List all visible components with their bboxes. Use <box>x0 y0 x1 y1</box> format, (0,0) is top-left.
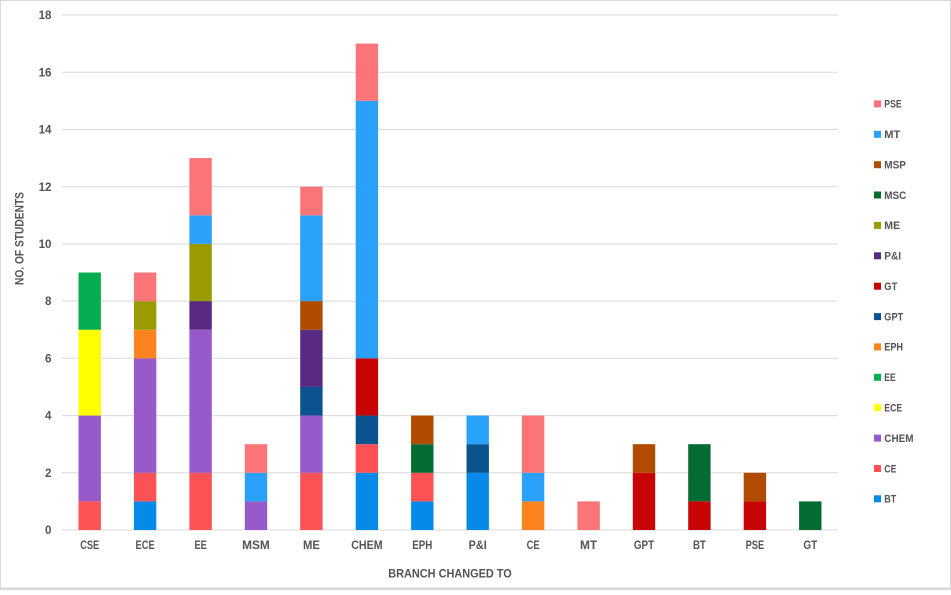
svg-text:CSE: CSE <box>80 539 99 552</box>
svg-text:PSE: PSE <box>746 539 765 552</box>
svg-text:BT: BT <box>693 539 706 552</box>
svg-text:CE: CE <box>527 539 540 552</box>
svg-text:GPT: GPT <box>634 539 654 552</box>
svg-text:GT: GT <box>884 281 897 293</box>
svg-text:6: 6 <box>45 352 52 365</box>
svg-text:8: 8 <box>45 295 52 308</box>
svg-text:MT: MT <box>884 129 900 141</box>
svg-text:ECE: ECE <box>136 539 155 552</box>
svg-text:CHEM: CHEM <box>884 433 913 445</box>
svg-text:ME: ME <box>884 220 900 232</box>
svg-text:ME: ME <box>303 539 320 552</box>
svg-text:10: 10 <box>39 238 52 251</box>
svg-text:18: 18 <box>39 9 52 22</box>
svg-text:EE: EE <box>884 372 895 384</box>
svg-text:P&I: P&I <box>469 539 487 552</box>
svg-text:EPH: EPH <box>884 342 903 354</box>
svg-text:PSE: PSE <box>884 99 901 111</box>
svg-text:4: 4 <box>45 410 52 423</box>
svg-text:EPH: EPH <box>412 539 432 552</box>
svg-text:MSP: MSP <box>884 160 906 172</box>
svg-text:12: 12 <box>39 181 52 194</box>
svg-text:BT: BT <box>884 494 896 506</box>
svg-text:GT: GT <box>803 539 817 552</box>
svg-text:CE: CE <box>884 463 896 475</box>
svg-text:EE: EE <box>194 539 207 552</box>
svg-text:0: 0 <box>45 524 51 537</box>
svg-text:MSM: MSM <box>242 539 270 552</box>
svg-text:ECE: ECE <box>884 403 902 415</box>
svg-text:2: 2 <box>45 467 51 480</box>
svg-text:GPT: GPT <box>884 311 903 323</box>
svg-text:MT: MT <box>580 539 597 552</box>
svg-text:BRANCH CHANGED TO: BRANCH CHANGED TO <box>388 568 512 581</box>
svg-text:14: 14 <box>39 124 52 137</box>
svg-text:P&I: P&I <box>884 251 901 263</box>
svg-text:NO. OF STUDENTS: NO. OF STUDENTS <box>14 192 27 285</box>
svg-text:CHEM: CHEM <box>351 539 382 552</box>
svg-text:16: 16 <box>39 66 52 79</box>
svg-text:MSC: MSC <box>884 190 906 202</box>
